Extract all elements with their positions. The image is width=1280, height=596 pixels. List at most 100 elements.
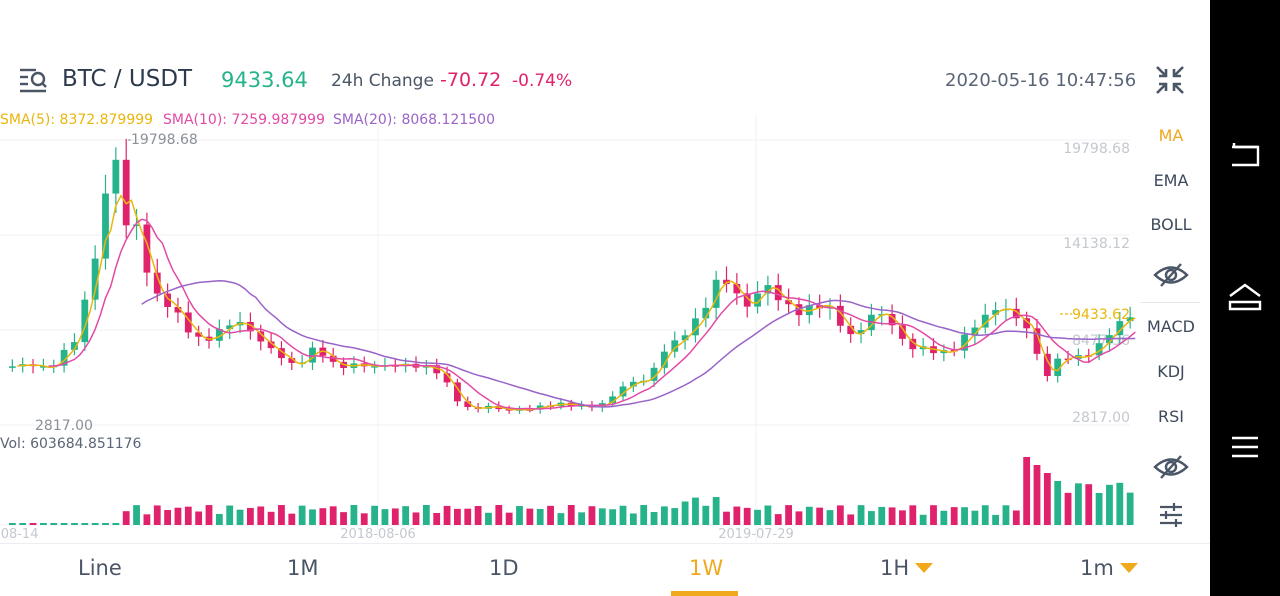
tab-1m-month[interactable]: 1M — [287, 556, 319, 580]
eye-icon[interactable] — [1153, 454, 1189, 480]
candle-body — [153, 272, 161, 294]
list-search-icon[interactable] — [18, 64, 50, 96]
volume-bar — [288, 513, 296, 525]
candle-body — [847, 325, 855, 335]
tab-1d[interactable]: 1D — [489, 556, 519, 580]
candle-body — [102, 193, 109, 259]
tab-1m-minute[interactable]: 1m — [1080, 556, 1138, 580]
volume-bar — [19, 523, 27, 525]
volume-bar — [598, 508, 606, 525]
last-price: 9433.64 — [221, 68, 308, 92]
volume-bar — [930, 505, 937, 525]
candle-body — [785, 300, 792, 305]
volume-label: Vol: 603684.851176 — [0, 436, 142, 452]
volume-bar — [29, 523, 37, 525]
tab-1h-label: 1H — [880, 556, 910, 580]
volume-bar — [692, 497, 699, 525]
y-tick-label: 14138.12 — [1063, 236, 1130, 252]
indicator-ema[interactable]: EMA — [1153, 171, 1189, 190]
volume-bar — [360, 513, 368, 525]
candlestick-chart[interactable]: 19798.68 14138.12 8477.56 2817.00 -08-14 2018… — [0, 100, 1140, 545]
candle-body — [692, 318, 699, 336]
indicator-rsi[interactable]: RSI — [1158, 407, 1184, 426]
volume-bar — [133, 505, 140, 525]
home-icon[interactable] — [1226, 278, 1264, 316]
volume-bar — [723, 511, 730, 525]
volume-bar — [857, 505, 865, 525]
volume-bar — [785, 505, 792, 525]
volume-bar — [961, 507, 968, 525]
back-icon[interactable] — [1226, 137, 1264, 175]
volume-bar — [205, 505, 213, 525]
y-tick-label: 19798.68 — [1063, 141, 1130, 157]
volume-bar — [81, 523, 89, 525]
ticker-header: BTC / USDT 9433.64 24h Change -70.72 -0.… — [0, 60, 1210, 100]
candle-body — [774, 285, 782, 301]
high-price-marker: 19798.68 — [131, 132, 198, 148]
menu-icon[interactable] — [1226, 428, 1264, 466]
volume-bar — [267, 511, 275, 525]
volume-bar — [71, 523, 78, 525]
candle-body — [650, 367, 658, 381]
candle-body — [743, 293, 751, 307]
volume-bar — [847, 514, 855, 525]
tab-line[interactable]: Line — [78, 556, 122, 580]
volume-bar — [485, 512, 492, 525]
candle-body — [971, 327, 979, 335]
volume-bar — [702, 505, 710, 525]
volume-bar — [184, 506, 192, 525]
candle-body — [754, 293, 761, 307]
candle-body — [371, 366, 378, 368]
volume-bar — [1085, 484, 1093, 525]
candle-body — [712, 279, 720, 308]
volume-bar — [391, 508, 399, 525]
candle-body — [247, 321, 254, 332]
y-tick-label: 8477.56 — [1072, 333, 1130, 349]
tab-1h[interactable]: 1H — [880, 556, 934, 580]
dropdown-icon — [915, 562, 934, 573]
volume-bar — [474, 506, 482, 525]
eye-icon[interactable] — [1153, 262, 1189, 288]
settings-sliders-icon[interactable] — [1158, 502, 1184, 528]
candle-body — [619, 386, 627, 397]
change-percent: -0.74% — [512, 71, 573, 91]
volume-bar — [278, 505, 285, 525]
sma10-line — [48, 218, 1136, 410]
indicator-ma[interactable]: MA — [1158, 126, 1184, 145]
volume-bar — [174, 507, 182, 525]
volume-bar — [247, 507, 254, 525]
candle-body — [1095, 343, 1103, 356]
indicator-kdj[interactable]: KDJ — [1157, 362, 1185, 381]
volume-bar — [422, 505, 430, 525]
candle-body — [805, 305, 813, 316]
volume-bar — [536, 508, 544, 525]
candle-body — [288, 358, 296, 363]
candle-body — [671, 340, 679, 352]
tab-1w[interactable]: 1W — [689, 556, 724, 580]
pair-title[interactable]: BTC / USDT — [62, 66, 193, 92]
x-tick-label: 2018-08-06 — [340, 527, 416, 542]
indicator-boll[interactable]: BOLL — [1150, 215, 1192, 234]
panel-divider — [1140, 302, 1200, 303]
candle-body — [888, 314, 896, 326]
volume-bar — [60, 523, 68, 525]
volume-bar — [681, 501, 689, 525]
candle-body — [184, 312, 192, 333]
volume-bar — [215, 513, 223, 525]
system-nav-bar — [1210, 0, 1280, 596]
volume-bar — [371, 505, 378, 525]
volume-bar — [91, 523, 99, 525]
volume-bar — [733, 506, 741, 525]
sma5-legend: SMA(5): 8372.879999 — [0, 112, 154, 128]
candle-body — [8, 366, 16, 368]
volume-bar — [50, 523, 58, 525]
volume-bar — [899, 510, 906, 525]
dropdown-icon — [1119, 562, 1138, 573]
indicator-macd[interactable]: MACD — [1147, 317, 1195, 336]
volume-bar — [443, 505, 451, 525]
volume-bar — [909, 505, 917, 525]
volume-bar — [795, 511, 803, 525]
collapse-icon[interactable] — [1154, 64, 1186, 96]
candle-body — [857, 330, 865, 335]
volume-bar — [1002, 505, 1010, 525]
